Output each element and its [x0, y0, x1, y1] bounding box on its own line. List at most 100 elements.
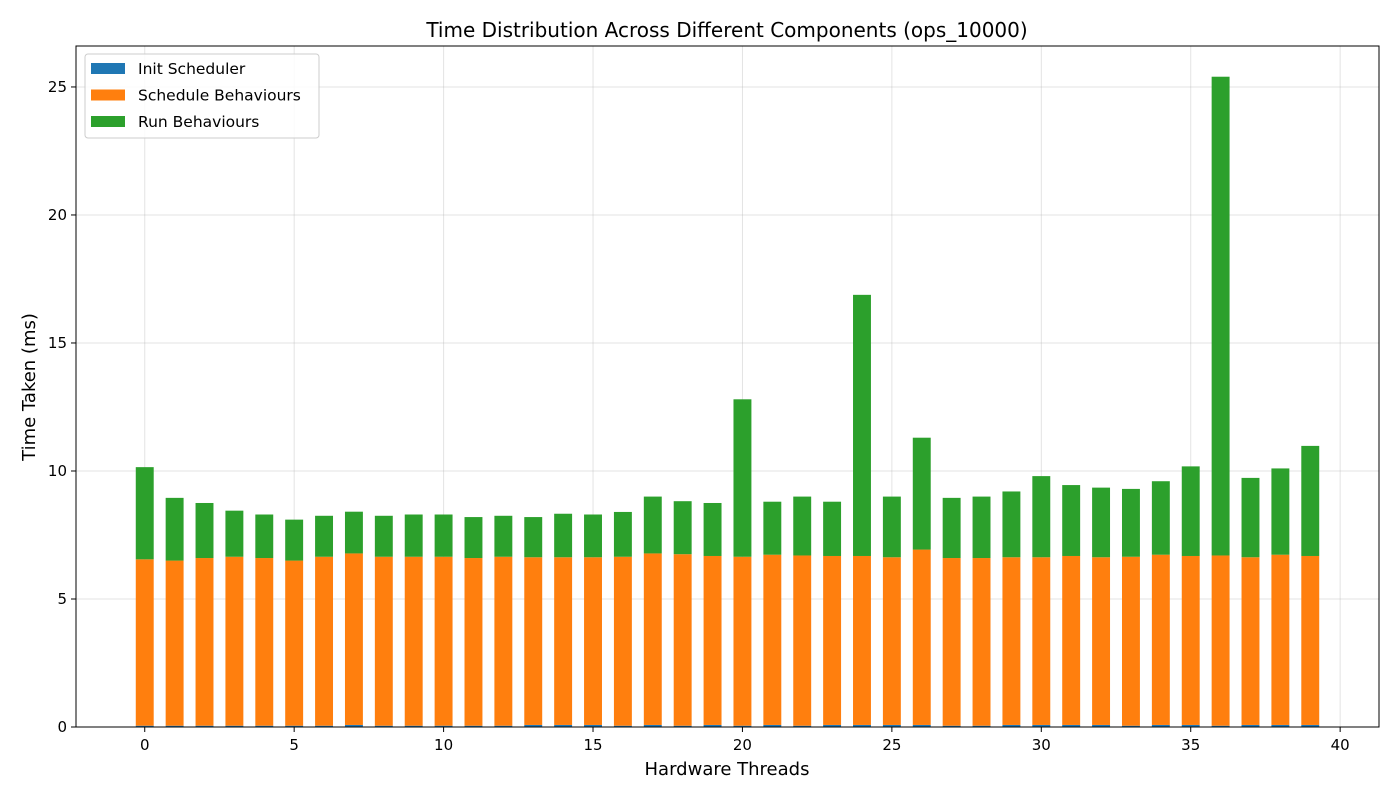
bar-run-behaviours-30 — [1032, 476, 1051, 558]
legend-label: Run Behaviours — [138, 113, 259, 131]
y-tick-label: 20 — [48, 206, 67, 224]
bar-schedule-behaviours-9 — [404, 556, 423, 726]
bar-run-behaviours-24 — [853, 294, 871, 556]
bar-schedule-behaviours-7 — [344, 553, 363, 725]
axis-ticks: 0 5 10 15 20 25 30 35 40 0 5 10 15 20 25 — [48, 78, 1350, 754]
bar-schedule-behaviours-24 — [853, 555, 871, 725]
legend-label: Init Scheduler — [138, 60, 246, 78]
bar-run-behaviours-5 — [285, 519, 304, 561]
bar-init-scheduler-38 — [1271, 724, 1290, 727]
bar-schedule-behaviours-15 — [584, 557, 602, 725]
bar-run-behaviours-14 — [554, 513, 573, 558]
bar-run-behaviours-23 — [823, 501, 842, 556]
bar-schedule-behaviours-30 — [1032, 557, 1051, 725]
bar-run-behaviours-2 — [195, 502, 214, 559]
bar-schedule-behaviours-39 — [1301, 555, 1320, 725]
bar-run-behaviours-10 — [434, 514, 453, 557]
bar-init-scheduler-12 — [494, 725, 513, 727]
bar-init-scheduler-15 — [584, 724, 602, 727]
bar-init-scheduler-39 — [1301, 724, 1320, 727]
bar-run-behaviours-25 — [882, 496, 901, 558]
bar-schedule-behaviours-38 — [1271, 554, 1290, 725]
bar-schedule-behaviours-25 — [882, 557, 901, 725]
bar-schedule-behaviours-5 — [285, 560, 304, 726]
bar-run-behaviours-27 — [942, 497, 961, 559]
y-tick-label: 0 — [57, 718, 67, 736]
bar-schedule-behaviours-1 — [165, 560, 184, 726]
bar-init-scheduler-4 — [255, 725, 274, 727]
bar-init-scheduler-20 — [733, 725, 752, 727]
bar-init-scheduler-34 — [1151, 724, 1170, 727]
bar-schedule-behaviours-18 — [673, 554, 692, 726]
bar-init-scheduler-28 — [972, 725, 991, 727]
bar-run-behaviours-35 — [1181, 466, 1200, 556]
bar-init-scheduler-35 — [1181, 724, 1200, 727]
bar-run-behaviours-31 — [1062, 485, 1081, 556]
bar-schedule-behaviours-23 — [823, 555, 842, 725]
bar-run-behaviours-13 — [524, 517, 543, 558]
bar-run-behaviours-33 — [1121, 488, 1140, 557]
chart-title: Time Distribution Across Different Compo… — [425, 18, 1027, 42]
bar-run-behaviours-16 — [613, 511, 632, 557]
bar-run-behaviours-7 — [344, 511, 363, 554]
bar-schedule-behaviours-29 — [1002, 557, 1021, 725]
bar-schedule-behaviours-22 — [793, 555, 812, 726]
bar-schedule-behaviours-13 — [524, 557, 543, 725]
bar-init-scheduler-14 — [554, 724, 573, 727]
bar-run-behaviours-18 — [673, 501, 692, 555]
bar-schedule-behaviours-0 — [135, 559, 154, 726]
bar-run-behaviours-1 — [165, 497, 184, 561]
legend-label: Schedule Behaviours — [138, 87, 301, 105]
bar-init-scheduler-33 — [1121, 725, 1140, 727]
bar-run-behaviours-0 — [135, 467, 154, 560]
x-tick-label: 25 — [882, 736, 901, 754]
bar-schedule-behaviours-28 — [972, 558, 991, 726]
bar-init-scheduler-0 — [135, 725, 154, 727]
bar-schedule-behaviours-6 — [315, 556, 334, 726]
bar-run-behaviours-32 — [1092, 487, 1111, 558]
legend: Init Scheduler Schedule Behaviours Run Beh… — [84, 53, 320, 139]
bar-schedule-behaviours-34 — [1151, 554, 1170, 725]
bar-schedule-behaviours-11 — [464, 558, 483, 726]
bar-init-scheduler-8 — [374, 725, 393, 727]
bar-run-behaviours-17 — [643, 496, 662, 554]
x-tick-label: 5 — [289, 736, 299, 754]
bar-init-scheduler-5 — [285, 725, 304, 727]
bar-run-behaviours-39 — [1301, 445, 1320, 556]
y-tick-label: 25 — [48, 78, 67, 96]
bar-run-behaviours-29 — [1002, 491, 1021, 558]
bar-init-scheduler-32 — [1092, 724, 1111, 727]
bar-run-behaviours-20 — [733, 399, 752, 557]
bar-init-scheduler-21 — [763, 724, 782, 727]
bar-schedule-behaviours-4 — [255, 558, 274, 726]
bar-init-scheduler-2 — [195, 725, 214, 727]
bar-run-behaviours-15 — [584, 514, 602, 558]
bar-run-behaviours-3 — [225, 510, 244, 557]
y-axis-label: Time Taken (ms) — [19, 313, 40, 462]
bar-schedule-behaviours-35 — [1181, 555, 1200, 725]
plot-area-frame — [75, 45, 1380, 728]
bar-schedule-behaviours-8 — [374, 556, 393, 726]
bar-schedule-behaviours-27 — [942, 558, 961, 726]
bar-run-behaviours-6 — [315, 515, 334, 557]
bar-schedule-behaviours-14 — [554, 557, 573, 725]
bar-init-scheduler-37 — [1241, 724, 1260, 727]
bar-init-scheduler-19 — [703, 724, 722, 727]
bar-schedule-behaviours-21 — [763, 554, 782, 725]
x-tick-label: 40 — [1331, 736, 1350, 754]
bar-schedule-behaviours-16 — [613, 556, 632, 726]
bar-schedule-behaviours-32 — [1092, 557, 1111, 725]
bar-init-scheduler-22 — [793, 725, 812, 727]
bar-run-behaviours-28 — [972, 496, 991, 559]
bar-run-behaviours-37 — [1241, 477, 1260, 558]
x-tick-label: 30 — [1032, 736, 1051, 754]
bar-init-scheduler-18 — [673, 725, 692, 727]
bar-schedule-behaviours-26 — [912, 549, 931, 725]
bar-run-behaviours-26 — [912, 437, 931, 550]
legend-swatch-schedule-behaviours — [91, 89, 125, 101]
bar-init-scheduler-27 — [942, 725, 961, 727]
bar-schedule-behaviours-33 — [1121, 556, 1140, 726]
bar-init-scheduler-11 — [464, 725, 483, 727]
bar-init-scheduler-17 — [643, 724, 662, 727]
